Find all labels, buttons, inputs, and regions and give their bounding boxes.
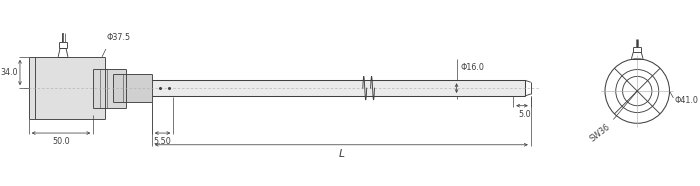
- Text: 5.50: 5.50: [154, 137, 172, 146]
- Polygon shape: [113, 74, 152, 102]
- Polygon shape: [29, 57, 105, 119]
- Text: L: L: [338, 149, 344, 159]
- Text: 5.0: 5.0: [519, 110, 531, 119]
- Text: Φ41.0: Φ41.0: [674, 96, 698, 105]
- Text: 50.0: 50.0: [52, 137, 70, 146]
- Text: Φ37.5: Φ37.5: [107, 33, 131, 42]
- Text: 34.0: 34.0: [1, 68, 18, 77]
- Text: SW36: SW36: [588, 122, 611, 144]
- Text: Φ16.0: Φ16.0: [461, 63, 484, 72]
- Polygon shape: [152, 80, 525, 96]
- Polygon shape: [93, 69, 127, 108]
